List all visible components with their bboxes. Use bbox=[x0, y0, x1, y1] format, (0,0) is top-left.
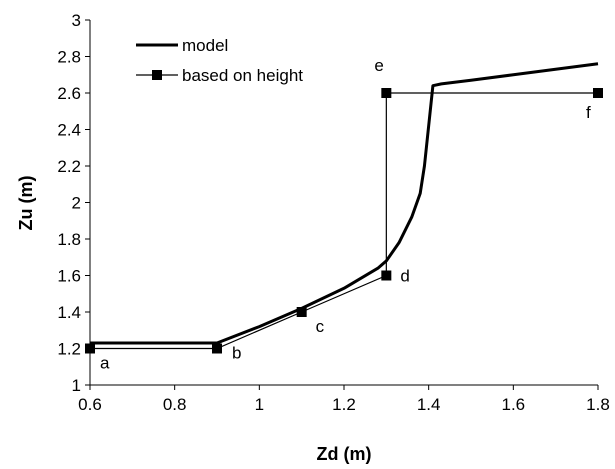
series-layer: a b c d e f bbox=[85, 56, 603, 373]
point-label-a: a bbox=[100, 354, 110, 373]
legend-model-label: model bbox=[182, 36, 228, 55]
x-tick-label: 1.6 bbox=[502, 395, 526, 414]
y-tick-label: 2 bbox=[72, 194, 81, 213]
x-tick-label: 0.8 bbox=[163, 395, 187, 414]
series-height-line bbox=[90, 92, 598, 350]
y-tick-label: 3 bbox=[72, 11, 81, 30]
marker-a bbox=[85, 343, 95, 354]
marker-b bbox=[212, 343, 222, 354]
x-tick-label: 1 bbox=[255, 395, 264, 414]
y-tick-label: 1.6 bbox=[57, 267, 81, 286]
point-label-b: b bbox=[232, 344, 241, 363]
x-tick-label: 1.8 bbox=[586, 395, 610, 414]
series-model-line bbox=[90, 62, 599, 345]
point-label-f: f bbox=[586, 103, 591, 122]
marker-d bbox=[381, 270, 392, 281]
marker-e bbox=[381, 88, 392, 98]
x-tick-label: 1.2 bbox=[332, 395, 356, 414]
axes: 1 1.2 1.4 1.6 1.8 2 2.2 2.4 2.6 2.8 3 0.6 0.8 1 1.2 1.4… bbox=[57, 11, 609, 414]
marker-c bbox=[296, 307, 307, 317]
y-tick-label: 2.4 bbox=[57, 121, 81, 140]
y-tick-label: 1.8 bbox=[57, 230, 81, 249]
y-tick-label: 1.2 bbox=[57, 340, 81, 359]
point-label-d: d bbox=[400, 267, 409, 286]
marker-f bbox=[593, 88, 603, 98]
point-label-c: c bbox=[316, 317, 325, 336]
x-tick-label: 0.6 bbox=[78, 395, 102, 414]
y-tick-label: 1.4 bbox=[57, 303, 81, 322]
y-tick-label: 2.6 bbox=[57, 84, 81, 103]
y-tick-label: 2.2 bbox=[57, 157, 81, 176]
legend-height-marker bbox=[152, 70, 162, 80]
y-axis-title: Zu (m) bbox=[16, 176, 36, 231]
legend-height-label: based on height bbox=[182, 66, 303, 85]
y-tick-label: 1 bbox=[72, 376, 81, 395]
point-label-e: e bbox=[374, 56, 383, 75]
x-tick-label: 1.4 bbox=[417, 395, 441, 414]
y-tick-label: 2.8 bbox=[57, 48, 81, 67]
x-axis-title: Zd (m) bbox=[317, 444, 372, 464]
legend: model based on height bbox=[136, 36, 303, 85]
